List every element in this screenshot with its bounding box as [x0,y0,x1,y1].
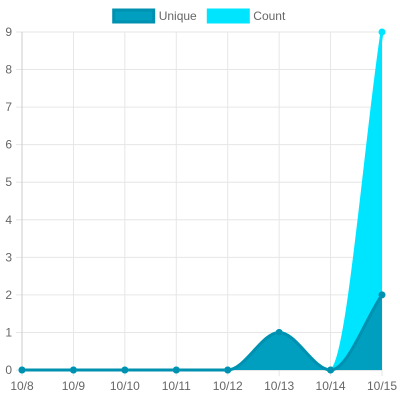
y-tick-label: 3 [5,250,12,264]
count-point-10-15[interactable] [378,28,386,36]
unique-point-10-12[interactable] [224,366,232,374]
unique-point-10-9[interactable] [69,366,77,374]
x-tick-label: 10/13 [264,379,294,393]
legend-label-count: Count [253,9,286,23]
x-tick-label: 10/12 [213,379,243,393]
legend-item-unique[interactable]: Unique [112,8,197,24]
y-tick-label: 8 [5,63,12,77]
unique-point-10-13[interactable] [275,328,283,336]
y-tick-label: 4 [5,213,12,227]
x-tick-label: 10/9 [62,379,86,393]
series-areas [21,31,384,372]
unique-point-10-15[interactable] [378,291,386,299]
x-axis: 10/8 10/9 10/10 10/11 10/12 10/13 10/14 10/15 [10,379,397,393]
x-tick-label: 10/11 [162,379,191,393]
x-tick-label: 10/14 [316,379,346,393]
unique-point-10-11[interactable] [172,366,180,374]
count-area [22,32,382,370]
y-tick-label: 5 [5,175,12,189]
series-points [18,28,386,374]
x-tick-label: 10/15 [367,379,397,393]
unique-point-10-10[interactable] [121,366,129,374]
unique-point-10-8[interactable] [18,366,26,374]
y-tick-label: 9 [5,25,12,39]
count-line [21,31,384,372]
grid-lines [16,31,383,376]
y-tick-label: 0 [5,363,12,377]
legend-label-unique: Unique [159,9,197,23]
unique-point-10-14[interactable] [327,366,335,374]
y-tick-label: 7 [5,100,12,114]
x-tick-label: 10/10 [110,379,140,393]
legend-swatch-count [206,8,250,24]
legend-item-count[interactable]: Count [206,8,286,24]
legend: Unique Count [112,8,286,24]
unique-area [22,294,382,370]
x-tick-label: 10/8 [10,379,34,393]
y-tick-label: 6 [5,138,12,152]
y-tick-label: 2 [5,288,12,302]
y-tick-label: 1 [5,325,12,339]
y-axis: 0 1 2 3 4 5 6 7 8 9 [5,25,12,377]
legend-swatch-unique [112,8,156,24]
